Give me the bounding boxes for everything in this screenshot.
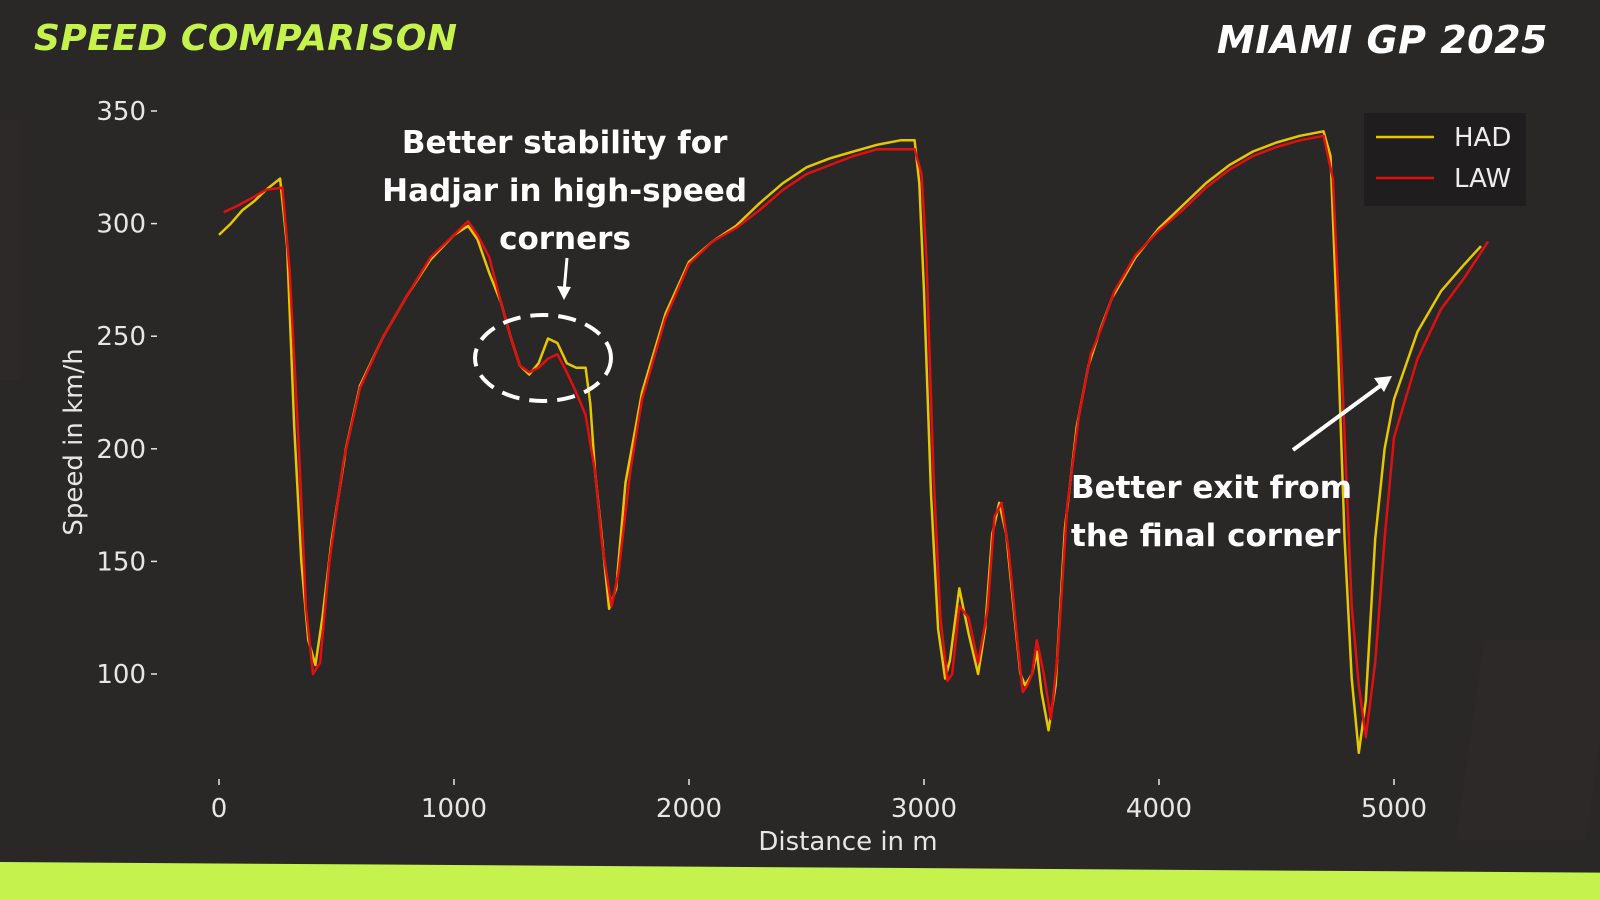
annotation-arrowhead [557, 286, 571, 300]
x-axis-label: Distance in m [758, 827, 937, 857]
chart-title: SPEED COMPARISON [34, 18, 458, 59]
legend-box [1364, 113, 1526, 206]
annotation-line: Hadjar in high-speed [382, 173, 747, 209]
event-title: MIAMI GP 2025 [1216, 18, 1548, 62]
y-tick-label: 350 [96, 97, 146, 127]
annotation-line: Better exit from [1071, 470, 1352, 506]
background-shape [0, 120, 20, 380]
series-line-law [223, 134, 1490, 739]
annotation-text: Better stability for Hadjar in high-spee… [382, 125, 758, 257]
x-axis: 0 1000 2000 3000 4000 5000 [211, 779, 1427, 824]
x-tick-label: 5000 [1361, 794, 1427, 824]
annotation-line: corners [499, 221, 631, 257]
x-tick-label: 1000 [421, 794, 487, 824]
legend-label-law: LAW [1454, 164, 1511, 194]
y-axis: 100 150 200 250 300 350 [96, 97, 157, 690]
y-tick-label: 100 [96, 660, 146, 690]
y-tick-label: 200 [96, 435, 146, 465]
annotation-arrowhead [1374, 376, 1392, 392]
annotation-line: the final corner [1071, 518, 1341, 554]
annotation-line: Better stability for [402, 125, 728, 161]
annotation-arrow [562, 257, 569, 293]
annotation-ellipse [473, 313, 613, 403]
annotation-arrow [1291, 384, 1382, 452]
y-tick-label: 150 [96, 547, 146, 577]
legend: HAD LAW [1364, 113, 1526, 206]
x-tick-label: 0 [211, 794, 228, 824]
y-tick-label: 300 [96, 210, 146, 240]
x-tick-label: 3000 [891, 794, 957, 824]
y-axis-label: Speed in km/h [59, 348, 89, 535]
x-tick-label: 4000 [1126, 794, 1192, 824]
annotation-text: Better exit from the final corner [1071, 470, 1363, 554]
x-tick-label: 2000 [656, 794, 722, 824]
series-layer [218, 130, 1490, 755]
series-line-had [218, 130, 1482, 755]
y-tick-label: 250 [96, 322, 146, 352]
legend-label-had: HAD [1454, 123, 1511, 153]
